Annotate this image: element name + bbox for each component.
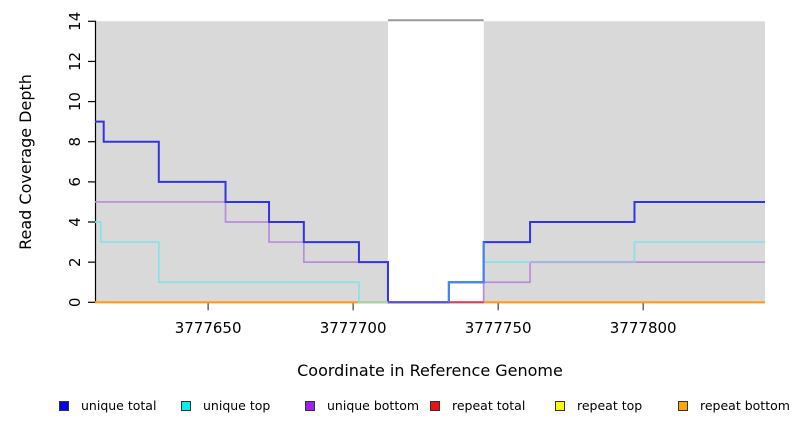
y-axis-title: Read Coverage Depth	[16, 74, 35, 250]
shaded-region	[483, 21, 765, 303]
x-tick-label: 3777700	[320, 319, 387, 337]
series-line-unique-bottom	[95, 201, 765, 304]
plot-area: 0 2 4 6 8 10 12 14 3777650 3777700 3777750 3777800	[66, 12, 765, 337]
overlap-segment	[447, 242, 485, 303]
y-tick-label: 10	[66, 92, 84, 111]
y-tick-label: 4	[66, 217, 84, 227]
y-tick-label: 0	[66, 298, 84, 308]
shaded-region	[95, 21, 388, 303]
x-tick-label: 3777750	[465, 319, 532, 337]
y-tick-label: 14	[66, 12, 84, 31]
repeat-gap-region	[387, 21, 484, 303]
x-tick-label: 3777650	[175, 319, 242, 337]
x-axis-title: Coordinate in Reference Genome	[297, 361, 563, 380]
y-tick-label: 2	[66, 257, 84, 267]
y-tick-label: 6	[66, 177, 84, 187]
y-tick-label: 8	[66, 137, 84, 147]
series-line-unique-total	[95, 120, 765, 304]
y-tick-label: 12	[66, 52, 84, 71]
x-tick-label: 3777800	[610, 319, 677, 337]
